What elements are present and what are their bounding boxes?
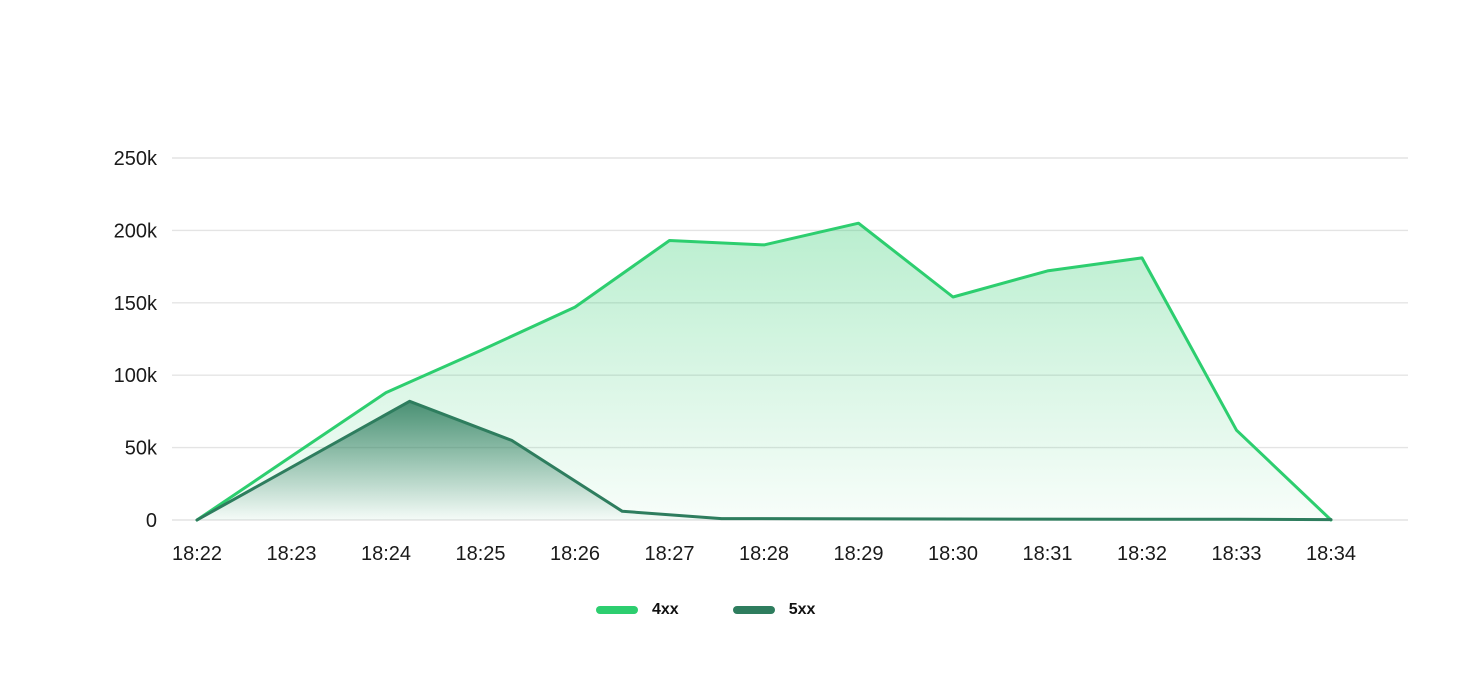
y-axis-label-250k: 250k	[114, 148, 158, 170]
y-axis-label-100k: 100k	[114, 365, 158, 387]
x-axis-label-18-34: 18:34	[1306, 543, 1356, 565]
legend-swatch-5xx	[732, 606, 775, 614]
y-axis-label-150k: 150k	[114, 293, 158, 315]
x-axis-label-18-26: 18:26	[550, 543, 600, 565]
series-line-5xx	[195, 399, 1333, 522]
x-axis-label-18-22: 18:22	[172, 543, 222, 565]
x-axis-label-18-27: 18:27	[644, 543, 694, 565]
legend-swatch-4xx	[596, 606, 638, 614]
x-axis-label-18-32: 18:32	[1117, 543, 1167, 565]
legend-item-5xx[interactable]: 5xx	[732, 601, 816, 618]
x-axis-label-18-28: 18:28	[739, 543, 789, 565]
x-axis-label-18-30: 18:30	[928, 543, 978, 565]
series-area-5xx	[197, 401, 1331, 520]
legend-label-5xx: 5xx	[788, 601, 816, 618]
x-axis-label-18-29: 18:29	[833, 543, 883, 565]
y-axis-label-0: 0	[146, 510, 157, 532]
x-axis-label-18-33: 18:33	[1211, 543, 1261, 565]
y-axis-label-50k: 50k	[125, 438, 158, 460]
legend-item-4xx[interactable]: 4xx	[596, 602, 679, 618]
x-axis-label-18-25: 18:25	[455, 543, 505, 565]
y-axis-label-200k: 200k	[114, 220, 158, 242]
chart-legend: 4xx 5xx	[596, 598, 815, 622]
x-axis-label-18-24: 18:24	[361, 543, 411, 565]
x-axis-label-18-31: 18:31	[1022, 543, 1072, 565]
x-axis-label-18-23: 18:23	[266, 543, 316, 565]
series-line-4xx	[195, 221, 1333, 522]
legend-label-4xx: 4xx	[652, 601, 679, 618]
